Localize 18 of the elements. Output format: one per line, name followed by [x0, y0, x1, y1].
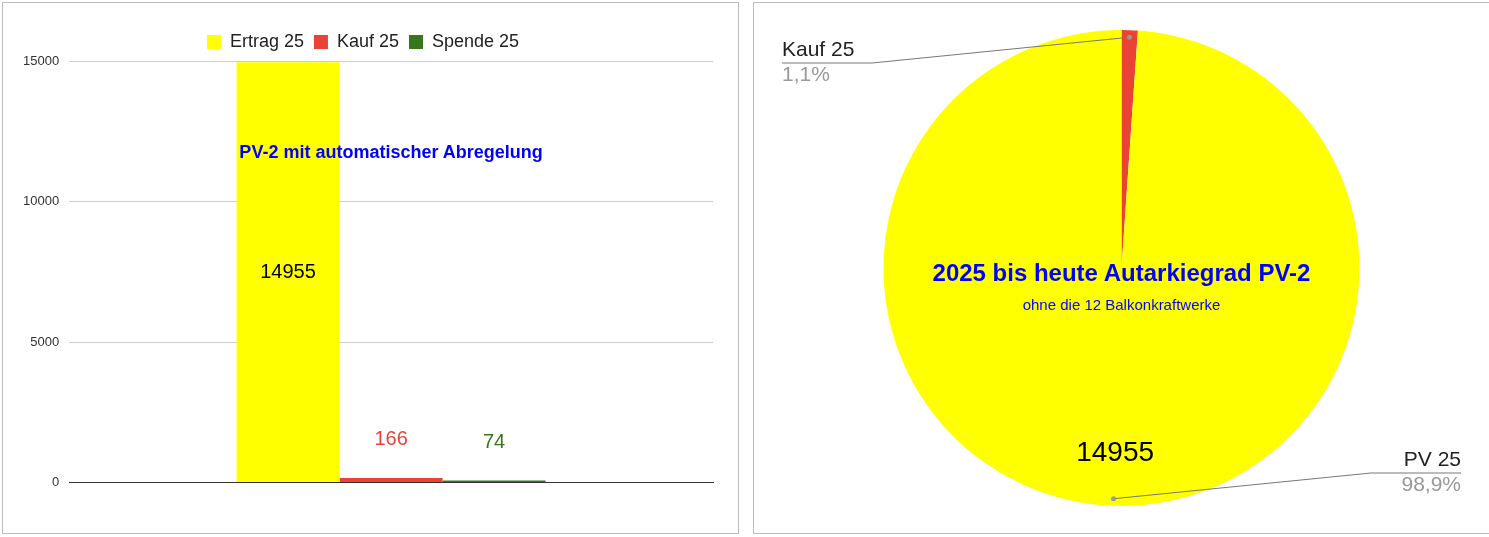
legend-label: Kauf 25: [336, 30, 400, 51]
data-label: 14955: [1076, 436, 1155, 468]
legend-label: Spende 25: [432, 30, 520, 51]
text: 1,1%: [782, 62, 830, 86]
slice-label: PV 25: [1403, 447, 1461, 471]
y-tick-label: 10000: [22, 193, 60, 209]
text: 98,9%: [1401, 472, 1461, 496]
y-tick-label: 0: [51, 474, 60, 490]
data-label: 14955: [260, 259, 316, 282]
y-tick-label: 5000: [30, 333, 60, 349]
text: 2025 bis heute Autarkiegrad PV-2: [932, 258, 1311, 286]
bar: [339, 477, 443, 483]
y-tick-label: 15000: [22, 52, 60, 68]
slice-label: Kauf 25: [782, 37, 855, 61]
text: ohne die 12 Balkonkraftwerke: [1022, 296, 1221, 314]
data-label: 74: [482, 430, 506, 453]
data-label: 166: [374, 427, 408, 450]
legend-label: Ertrag 25: [229, 30, 304, 51]
